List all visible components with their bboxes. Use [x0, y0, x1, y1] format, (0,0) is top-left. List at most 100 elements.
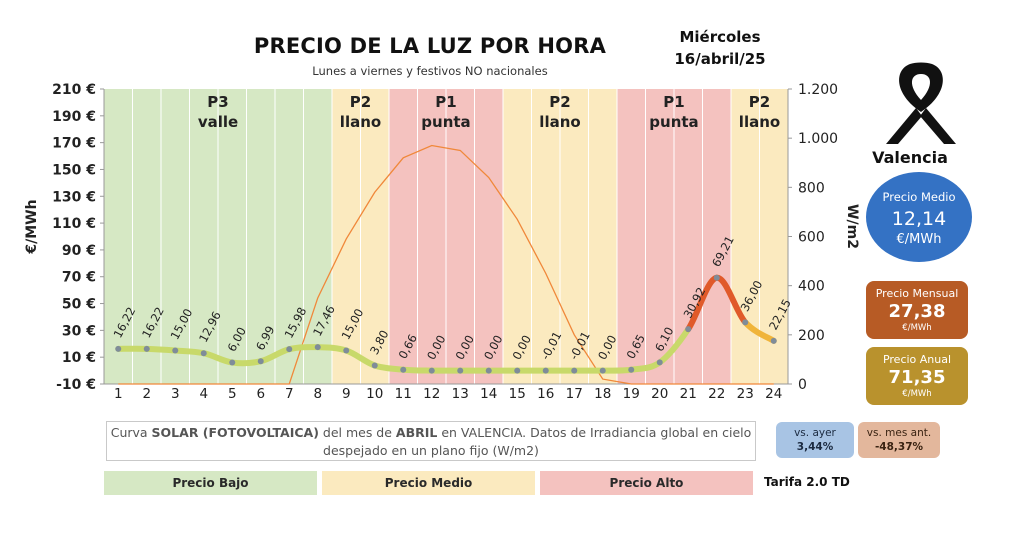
y2-tick-label: 400	[798, 279, 825, 295]
x-tick-label: 18	[594, 386, 611, 402]
note-bold-month: ABRIL	[395, 425, 438, 440]
x-tick-label: 8	[313, 386, 322, 402]
average-price-value: 12,14	[891, 208, 947, 230]
note-mid: del mes de	[318, 425, 396, 440]
price-point	[428, 367, 435, 374]
price-point	[286, 346, 293, 353]
period-name: P1	[663, 93, 684, 111]
period-type: llano	[340, 113, 381, 131]
x-tick-label: 7	[285, 386, 294, 402]
price-line-segment	[400, 366, 435, 374]
y2-tick-label: 600	[798, 230, 825, 246]
weekday-label: Miércoles	[679, 28, 761, 46]
period-type: punta	[649, 113, 698, 131]
price-line-segment	[229, 358, 264, 367]
price-point	[371, 362, 378, 369]
monthly-price-label: Precio Mensual	[875, 287, 959, 300]
y-tick-label: 70 €	[62, 270, 96, 286]
x-tick-label: 2	[142, 386, 151, 402]
price-point	[115, 345, 122, 352]
note-post: en VALENCIA. Datos de Irradiancia global…	[323, 425, 752, 458]
legend-low-price: Precio Bajo	[104, 471, 317, 495]
y2-tick-label: 800	[798, 180, 825, 196]
period-type: llano	[539, 113, 580, 131]
price-point	[457, 367, 464, 374]
y-tick-label: 30 €	[62, 323, 96, 339]
price-point	[514, 367, 521, 374]
price-line-segment	[656, 326, 692, 366]
vs-yesterday-box: vs. ayer 3,44%	[776, 422, 854, 458]
x-tick-label: 22	[708, 386, 725, 402]
period-name: P2	[350, 93, 371, 111]
x-tick-label: 14	[480, 386, 497, 402]
annual-price-unit: €/MWh	[902, 389, 932, 399]
price-point	[599, 367, 606, 374]
vs-yesterday-label: vs. ayer	[794, 427, 836, 439]
solar-curve-note: Curva SOLAR (FOTOVOLTAICA) del mes de AB…	[106, 421, 756, 461]
black-ribbon-icon	[886, 62, 956, 144]
y2-tick-label: 0	[798, 377, 807, 393]
x-tick-label: 21	[680, 386, 697, 402]
x-tick-label: 24	[765, 386, 782, 402]
x-tick-label: 20	[651, 386, 668, 402]
chart-subtitle: Lunes a viernes y festivos NO nacionales	[312, 64, 548, 78]
period-name: P1	[435, 93, 456, 111]
vs-last-month-box: vs. mes ant. -48,37%	[858, 422, 940, 458]
y-tick-label: 130 €	[52, 189, 96, 205]
y-tick-label: 150 €	[52, 162, 96, 178]
y-tick-label: -10 €	[56, 377, 96, 393]
y2-tick-label: 1.000	[798, 131, 838, 147]
note-pre: Curva	[110, 425, 152, 440]
y-tick-label: 10 €	[62, 350, 96, 366]
y2-tick-label: 1.200	[798, 82, 838, 98]
price-point	[485, 367, 492, 374]
x-tick-label: 1	[114, 386, 123, 402]
legend-mid-price: Precio Medio	[322, 471, 535, 495]
period-type: llano	[739, 113, 780, 131]
y-tick-label: 210 €	[52, 82, 96, 98]
price-point	[656, 359, 663, 366]
y-axis-label: €/MWh	[24, 199, 40, 254]
x-tick-label: 6	[256, 386, 265, 402]
annual-price-label: Precio Anual	[882, 353, 952, 366]
x-tick-label: 11	[395, 386, 412, 402]
price-point	[542, 367, 549, 374]
period-name: P2	[549, 93, 570, 111]
y-tick-label: 110 €	[52, 216, 96, 232]
price-point	[742, 319, 749, 326]
y-tick-label: 50 €	[62, 297, 96, 313]
price-point	[314, 344, 321, 351]
period-name: P2	[749, 93, 770, 111]
monthly-price-box: Precio Mensual 27,38 €/MWh	[866, 281, 968, 339]
date-label: 16/abril/25	[674, 50, 766, 68]
price-point	[770, 337, 777, 344]
price-line-segment	[172, 347, 207, 357]
price-point	[628, 366, 635, 373]
monthly-price-unit: €/MWh	[902, 323, 932, 333]
monthly-price-value: 27,38	[888, 301, 946, 322]
price-line-segment	[599, 366, 635, 374]
price-point	[713, 274, 720, 281]
tariff-label: Tarifa 2.0 TD	[764, 475, 850, 489]
period-type: valle	[198, 113, 238, 131]
price-point	[685, 326, 692, 333]
x-tick-label: 10	[366, 386, 383, 402]
average-price-label: Precio Medio	[882, 190, 956, 204]
x-tick-label: 13	[452, 386, 469, 402]
price-point	[143, 345, 150, 352]
date-block: Miércoles 16/abril/25	[655, 26, 785, 70]
x-tick-label: 9	[342, 386, 351, 402]
period-name: P3	[207, 93, 228, 111]
average-price-bubble: Precio Medio 12,14 €/MWh	[866, 172, 972, 262]
x-tick-label: 17	[566, 386, 583, 402]
price-point	[229, 359, 236, 366]
chart-title: PRECIO DE LA LUZ POR HORA	[253, 34, 607, 58]
vs-yesterday-value: 3,44%	[796, 441, 834, 453]
annual-price-box: Precio Anual 71,35 €/MWh	[866, 347, 968, 405]
annual-price-value: 71,35	[888, 367, 946, 388]
city-label: Valencia	[872, 148, 948, 167]
price-point	[257, 358, 264, 365]
price-line-segment	[314, 344, 350, 354]
y2-tick-label: 200	[798, 328, 825, 344]
x-tick-label: 23	[737, 386, 754, 402]
